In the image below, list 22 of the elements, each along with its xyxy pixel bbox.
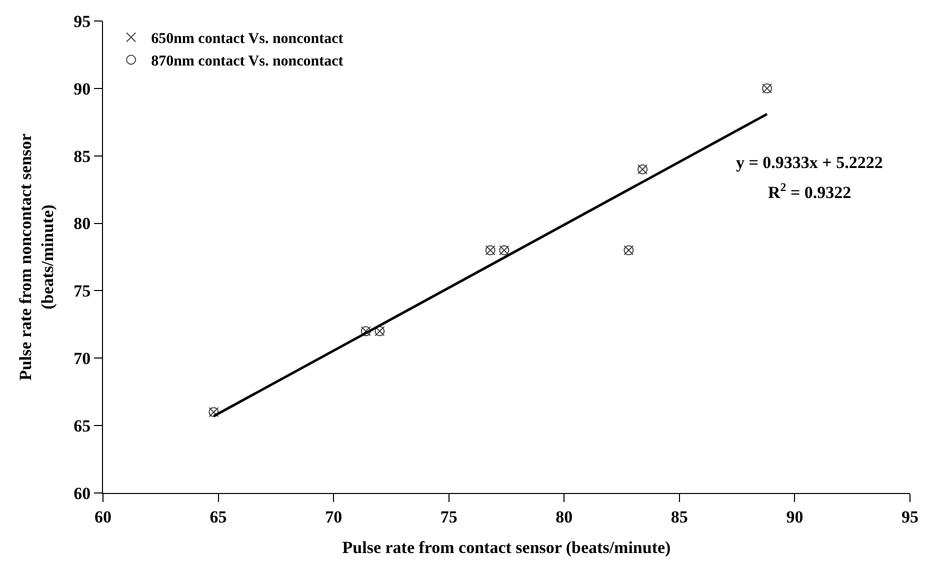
y-tick-label: 95	[74, 12, 91, 31]
x-tick-label: 65	[210, 507, 227, 526]
x-tick-label: 90	[786, 507, 804, 526]
x-tick-label: 75	[440, 507, 458, 526]
x-axis-title: Pulse rate from contact sensor (beats/minute)	[342, 538, 671, 557]
y-tick-label: 70	[74, 349, 91, 368]
y-tick-label: 90	[74, 79, 91, 98]
y-tick-label: 80	[74, 214, 91, 234]
x-tick-label: 70	[325, 507, 342, 526]
y-tick-label: 65	[74, 416, 91, 436]
legend-label: 870nm contact Vs. noncontact	[151, 54, 344, 70]
x-tick-label: 95	[902, 507, 918, 526]
y-tick-label: 85	[74, 146, 91, 166]
annotation: y = 0.9333x + 5.2222	[736, 153, 883, 172]
x-tick-label: 60	[94, 507, 112, 526]
annotation: R$^{2}$ = 0.9322	[768, 180, 852, 202]
y-tick-label: 75	[74, 282, 91, 301]
legend-label: 650nm contact Vs. noncontact	[151, 31, 344, 48]
y-tick-label: 60	[74, 484, 91, 503]
x-tick-label: 80	[556, 507, 573, 526]
y-axis-title: Pulse rate from noncontact sensor (beats/minute)	[16, 133, 58, 381]
x-tick-label: 85	[670, 507, 688, 526]
